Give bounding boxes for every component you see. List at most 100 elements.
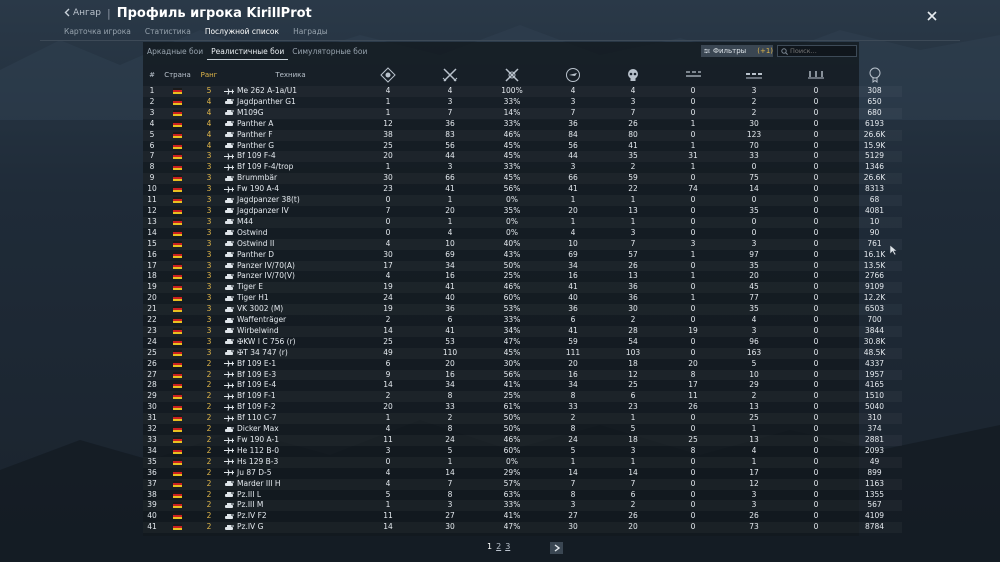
stat-cell-c2: 69 [445,249,455,259]
column-air-kills[interactable] [543,64,603,86]
country-flag-cell [161,402,194,413]
search-field[interactable] [777,45,857,57]
table-row[interactable]: 9 3 Brummbär 30 66 45% 66 59 0 75 0 26.6K [143,173,902,184]
stat-cell-c6: 0 [663,261,723,272]
column-ground-kills[interactable] [603,64,663,86]
column-victories[interactable] [481,64,543,86]
stat-cell-c7: 30 [749,118,759,128]
table-row[interactable]: 22 3 Waffenträger 2 6 33% 6 2 0 4 0 700 [143,315,902,326]
table-row[interactable]: 33 2 Fw 190 A-1 11 24 46% 24 18 25 13 0 2881 [143,435,902,446]
stat-cell-c6: 0 [663,173,723,184]
table-row[interactable]: 18 3 Panzer IV/70(V) 4 16 25% 16 13 1 20 0 2766 [143,271,902,282]
stat-cell-c8: 0 [813,424,819,434]
stat-cell-c5: 14 [628,467,638,477]
table-row[interactable]: 8 3 Bf 109 F-4/trop 1 3 33% 3 2 1 0 0 1346 [143,162,902,173]
table-row[interactable]: 26 2 Bf 109 E-1 6 20 30% 20 18 20 5 0 4337 [143,359,902,370]
page-2-link[interactable]: 2 [496,542,502,551]
column-number[interactable]: # [149,71,155,79]
tab-player-card[interactable]: Карточка игрока [64,27,131,36]
table-row[interactable]: 7 3 Bf 109 F-4 20 44 45% 44 35 31 33 0 5129 [143,151,902,162]
table-row[interactable]: 20 3 Tiger H1 24 40 60% 40 36 1 77 0 12.2K [143,293,902,304]
close-icon[interactable] [924,8,940,24]
table-row[interactable]: 3 4 M109G 1 7 14% 7 7 0 2 0 680 [143,108,902,119]
row-number: 22 [147,315,157,325]
table-row[interactable]: 2 4 Jagdpanther G1 1 3 33% 3 3 0 2 0 650 [143,97,902,108]
column-battles[interactable] [419,64,481,86]
row-number: 26 [147,358,157,368]
column-country[interactable]: Страна [164,71,191,79]
table-row[interactable]: 39 2 Pz.III M 1 3 33% 3 2 0 3 0 567 [143,500,902,511]
filters-button[interactable]: Фильтры (+1) [701,45,773,57]
column-score[interactable] [847,64,902,86]
stat-cell-c6: 0 [690,96,696,106]
table-row[interactable]: 19 3 Tiger E 19 41 46% 41 36 0 45 0 9109 [143,282,902,293]
table-row[interactable]: 40 2 Pz.IV F2 11 27 41% 27 26 0 26 0 4109 [143,511,902,522]
table-row[interactable]: 24 3 ✠KW I C 756 (r) 25 53 47% 59 54 0 96 0 30.8K [143,337,902,348]
stat-cell-c2: 20 [445,205,455,215]
table-row[interactable]: 12 3 Jagdpanzer IV 7 20 35% 20 13 0 35 0 4081 [143,206,902,217]
table-row[interactable]: 27 2 Bf 109 E-3 9 16 56% 16 12 8 10 0 1957 [143,370,902,381]
column-ground-targets[interactable] [723,64,785,86]
stat-cell-c2: 1 [419,457,481,468]
table-row[interactable]: 1 5 Me 262 A-1a/U1 4 4 100% 4 4 0 3 0 308 [143,86,902,97]
table-row[interactable]: 23 3 Wirbelwind 14 41 34% 41 28 19 3 0 3844 [143,326,902,337]
tab-realistic-battles[interactable]: Реалистичные бои [207,44,289,60]
germany-flag-icon [173,360,182,367]
battles-icon [442,68,458,82]
tab-arcade-battles[interactable]: Аркадные бои [147,47,204,56]
table-row[interactable]: 13 3 M44 0 1 0% 1 1 0 0 0 10 [143,217,902,228]
stat-cell-c8: 0 [785,326,847,337]
stat-cell-c9: 2093 [864,445,885,455]
table-row[interactable]: 16 3 Panther D 30 69 43% 69 57 1 97 0 16.1K [143,250,902,261]
stat-cell-c6: 0 [690,315,696,325]
search-input[interactable] [790,47,850,55]
page-3-link[interactable]: 3 [505,542,511,551]
table-row[interactable]: 37 2 Marder III H 4 7 57% 7 7 0 12 0 1163 [143,479,902,490]
tank-icon [225,328,234,334]
table-row[interactable]: 30 2 Bf 109 F-2 20 33 61% 33 23 26 13 0 5040 [143,402,902,413]
page-1-link[interactable]: 1 [487,542,493,551]
table-row[interactable]: 17 3 Panzer IV/70(A) 17 34 50% 34 26 0 35 0 13.5K [143,261,902,272]
table-row[interactable]: 25 3 ✠T 34 747 (r) 49 110 45% 111 103 0 163 0 48.5K [143,348,902,359]
table-row[interactable]: 5 4 Panther F 38 83 46% 84 80 0 123 0 26.6K [143,130,902,141]
column-air-targets[interactable] [663,64,723,86]
table-row[interactable]: 10 3 Fw 190 A-4 23 41 56% 41 22 74 14 0 8313 [143,184,902,195]
stat-cell-c2: 1 [419,195,481,206]
column-vehicle[interactable]: Техника [275,71,306,79]
table-row[interactable]: 6 4 Panther G 25 56 45% 56 41 1 70 0 15.9K [143,141,902,152]
table-row[interactable]: 35 2 Hs 129 B-3 0 1 0% 1 1 0 1 0 49 [143,457,902,468]
table-row[interactable]: 34 2 He 112 B-0 3 5 60% 5 3 8 4 0 2093 [143,446,902,457]
column-respawns[interactable] [357,64,419,86]
table-row[interactable]: 36 2 Ju 87 D-5 4 14 29% 14 14 0 17 0 899 [143,468,902,479]
table-row[interactable]: 32 2 Dicker Max 4 8 50% 8 5 0 1 0 374 [143,424,902,435]
back-to-hangar-button[interactable]: Ангар [64,8,101,18]
tab-statistics[interactable]: Статистика [144,27,191,36]
stat-cell-c1: 19 [357,304,419,315]
tab-awards[interactable]: Награды [293,27,328,36]
tab-service-record[interactable]: Послужной список [204,27,280,36]
country-flag-cell [161,391,194,402]
stat-cell-c2: 40 [445,293,455,303]
table-row[interactable]: 11 3 Jagdpanzer 38(t) 0 1 0% 1 1 0 0 0 68 [143,195,902,206]
column-naval-targets[interactable] [785,64,847,86]
vehicle-name: ✠T 34 747 (r) [237,347,288,357]
table-row[interactable]: 41 2 Pz.IV G 14 30 47% 30 20 0 73 0 8784 [143,522,902,533]
table-row[interactable]: 28 2 Bf 109 E-4 14 34 41% 34 25 17 29 0 4165 [143,380,902,391]
row-number: 38 [147,489,157,499]
stat-cell-c1: 4 [357,479,419,490]
germany-flag-icon [173,393,182,400]
tab-simulator-battles[interactable]: Симуляторные бои [292,47,368,56]
next-page-button[interactable] [550,542,563,554]
row-number: 28 [147,380,157,390]
table-row[interactable]: 21 3 VK 3002 (M) 19 36 53% 36 30 0 35 0 6503 [143,304,902,315]
stat-cell-c2: 3 [447,96,453,106]
table-row[interactable]: 4 4 Panther A 12 36 33% 36 26 1 30 0 6193 [143,119,902,130]
table-row[interactable]: 31 2 Bf 110 C-7 1 2 50% 2 1 0 25 0 310 [143,413,902,424]
stat-cell-c8: 0 [785,217,847,228]
column-rank[interactable]: Ранг [200,71,218,79]
germany-flag-icon [173,295,182,302]
table-row[interactable]: 14 3 Ostwind 0 4 0% 4 3 0 0 0 90 [143,228,902,239]
table-row[interactable]: 38 2 Pz.III L 5 8 63% 8 6 0 3 0 1355 [143,490,902,501]
table-row[interactable]: 29 2 Bf 109 F-1 2 8 25% 8 6 11 2 0 1510 [143,391,902,402]
table-row[interactable]: 15 3 Ostwind II 4 10 40% 10 7 3 3 0 761 [143,239,902,250]
